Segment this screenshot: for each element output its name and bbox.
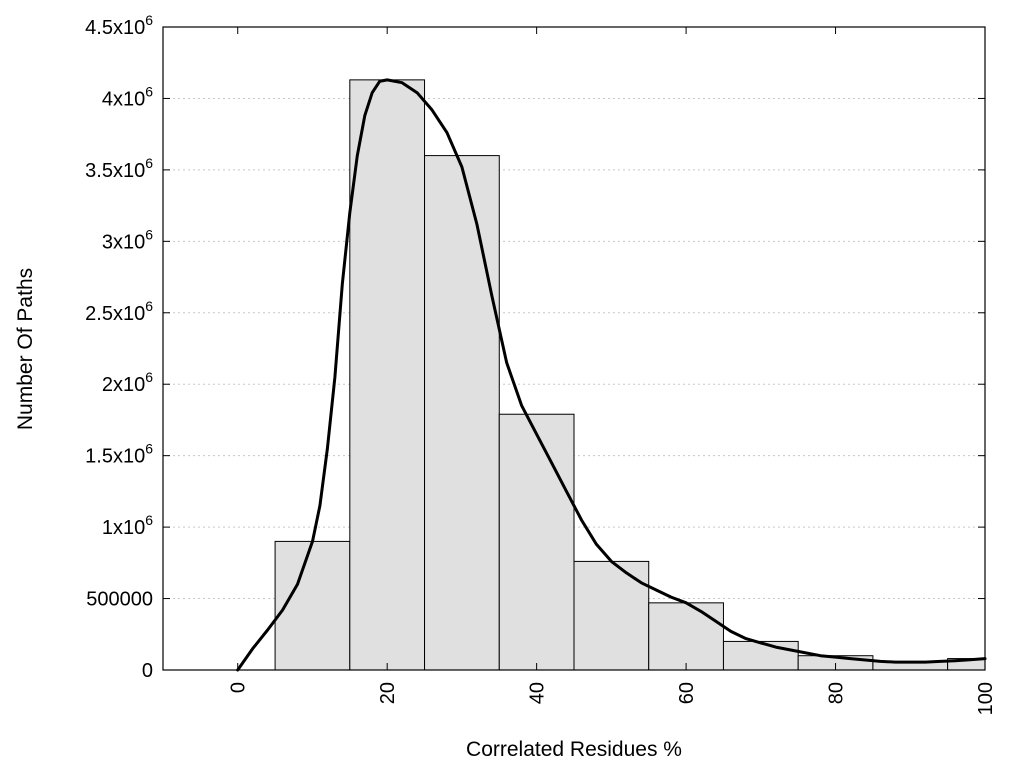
y-tick-label: 4x106 (102, 83, 153, 110)
histogram-bars (274, 79, 986, 671)
y-tick-label-exponent: 6 (145, 12, 153, 28)
y-tick-label: 3x106 (102, 226, 153, 253)
histogram-bar (722, 640, 799, 671)
y-tick-label-exponent: 6 (145, 226, 153, 242)
x-tick-label: 40 (527, 682, 549, 704)
histogram-bar (573, 560, 650, 671)
y-tick-label-exponent: 6 (145, 298, 153, 314)
y-tick-label-base: 3.5x10 (85, 160, 145, 182)
y-tick-label-base: 1.5x10 (85, 446, 145, 468)
y-tick-label-exponent: 6 (145, 155, 153, 171)
x-axis-title: Correlated Residues % (466, 738, 682, 761)
x-axis-ticks: 0 20 40 60 80 100 (228, 27, 997, 715)
histogram-bar (349, 79, 426, 671)
histogram-bar (498, 413, 575, 671)
x-tick-label: 0 (228, 682, 250, 693)
y-tick-label-base: 0 (142, 660, 153, 682)
plot-frame (162, 26, 986, 671)
y-tick-label: 500000 (86, 589, 153, 611)
y-tick-label: 2.5x106 (85, 298, 153, 325)
y-axis-ticks: 05000001x1061.5x1062x1062.5x1063x1063.5x… (85, 12, 985, 682)
y-tick-label-base: 3x10 (102, 231, 145, 253)
x-tick-label: 100 (975, 682, 997, 715)
histogram-bar (274, 540, 351, 671)
x-tick-label: 20 (377, 682, 399, 704)
histogram-bar (648, 602, 724, 671)
y-tick-label-exponent: 6 (145, 441, 153, 457)
y-axis-title: Number Of Paths (14, 268, 37, 430)
y-tick-label: 1.5x106 (85, 441, 153, 468)
histogram-bar (424, 155, 500, 671)
x-tick-label: 80 (826, 682, 848, 704)
y-tick-label: 0 (142, 660, 153, 682)
density-curve-layer (236, 78, 987, 672)
y-tick-label-base: 2.5x10 (85, 303, 145, 325)
y-tick-label-base: 4x10 (102, 88, 145, 110)
y-tick-label-base: 500000 (86, 589, 153, 611)
y-tick-label: 1x106 (102, 512, 153, 539)
y-tick-label-base: 2x10 (102, 374, 145, 396)
y-tick-label: 3.5x106 (85, 155, 153, 182)
y-tick-label-base: 4.5x10 (85, 17, 145, 39)
y-tick-label-exponent: 6 (145, 369, 153, 385)
x-tick-label: 60 (676, 682, 698, 704)
y-tick-label-exponent: 6 (145, 512, 153, 528)
y-tick-label-base: 1x10 (102, 517, 145, 539)
y-tick-label-exponent: 6 (145, 83, 153, 99)
y-tick-label: 4.5x106 (85, 12, 153, 39)
y-tick-label: 2x106 (102, 369, 153, 396)
density-curve (236, 78, 987, 672)
